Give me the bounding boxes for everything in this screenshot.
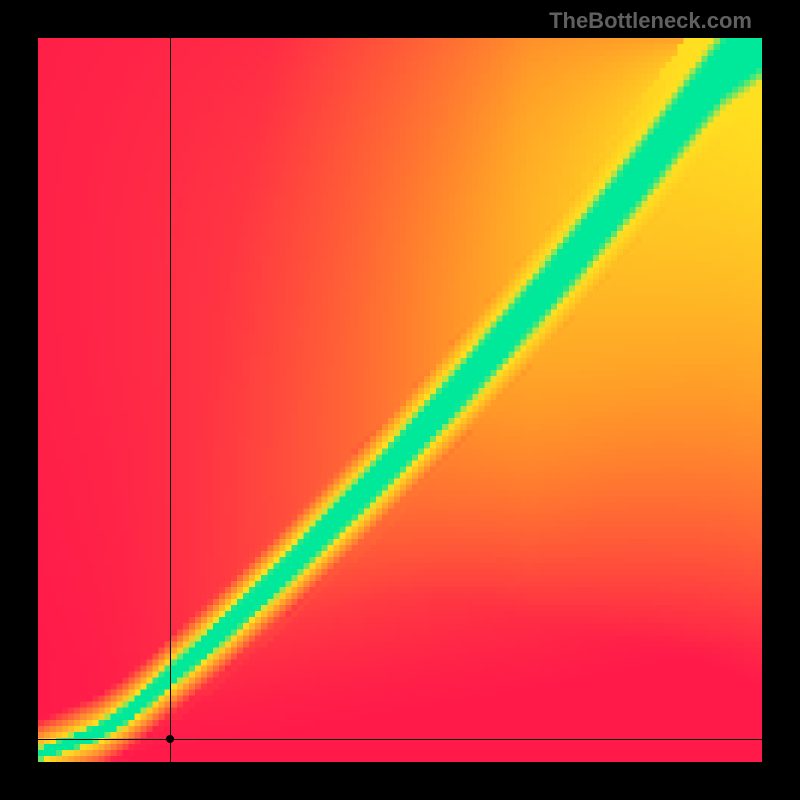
crosshair-vertical [170,38,171,762]
heatmap-plot [38,38,762,762]
heatmap-canvas [38,38,762,762]
crosshair-horizontal [38,739,762,740]
crosshair-marker [166,735,174,743]
watermark-text: TheBottleneck.com [549,8,752,34]
